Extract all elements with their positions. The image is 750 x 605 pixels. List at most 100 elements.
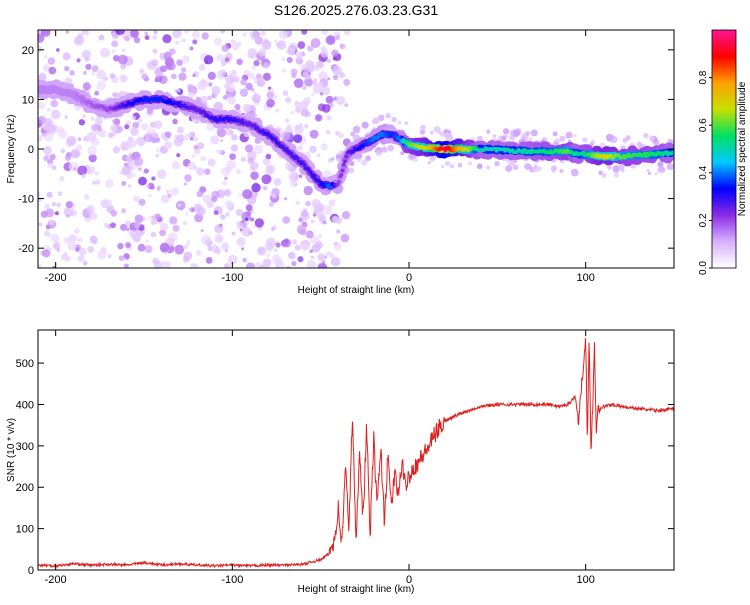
spectrogram-noise-blob	[82, 70, 87, 75]
spectrogram-noise-blob	[202, 194, 212, 204]
spectrogram-noise-blob	[317, 233, 323, 239]
spectrogram-noise-blob	[304, 77, 313, 87]
spectrogram-noise-blob	[254, 218, 264, 228]
spectrogram-noise-blob	[262, 72, 271, 81]
spectrogram-noise-blob	[222, 180, 228, 186]
spectrogram-noise-blob	[192, 73, 196, 77]
spectrogram-halo-blob	[524, 163, 531, 170]
spectrogram-noise-blob	[137, 243, 146, 252]
spectrogram-noise-blob	[205, 256, 213, 264]
spectrogram-halo-blob	[439, 131, 445, 137]
spectrogram-noise-blob	[288, 42, 298, 52]
spectrogram-noise-blob	[294, 125, 304, 135]
spectrogram-noise-blob	[343, 78, 351, 86]
spectrogram-noise-blob	[235, 208, 243, 217]
spectrogram-noise-blob	[134, 214, 144, 223]
spectrogram-noise-blob	[220, 30, 225, 34]
spectrogram-noise-blob	[302, 85, 307, 90]
snr-y-ticks: 0 100 200 300 400 500	[16, 358, 674, 577]
spectrogram-halo-blob	[373, 117, 380, 125]
spectrogram-noise-blob	[49, 154, 56, 161]
spectrogram-y-tick-label: 10	[22, 94, 34, 106]
spectrogram-noise-blob	[236, 220, 244, 228]
snr-y-tick-label: 400	[16, 399, 34, 411]
spectrogram-noise-blob	[224, 248, 229, 253]
spectrogram-noise-blob	[147, 108, 154, 115]
spectrogram-halo-blob	[400, 151, 405, 155]
spectrogram-halo-blob	[391, 116, 397, 123]
spectrogram-noise-blob	[227, 254, 238, 265]
spectrogram-noise-blob	[52, 242, 61, 250]
spectrogram-noise-blob	[317, 253, 326, 262]
spectrogram-noise-blob	[296, 224, 307, 235]
spectrogram-noise-blob	[265, 253, 270, 258]
spectrogram-ridge-point	[371, 138, 375, 143]
spectrogram-noise-blob	[207, 71, 216, 80]
spectrogram-noise-blob	[184, 174, 192, 182]
spectrogram-noise-blob	[50, 233, 60, 243]
spectrogram-noise-blob	[278, 30, 288, 40]
spectrogram-noise-blob	[305, 63, 315, 73]
spectrogram-noise-blob	[48, 219, 55, 226]
spectrogram-noise-blob	[299, 100, 309, 110]
spectrogram-noise-blob	[48, 66, 57, 75]
spectrogram-noise-blob	[109, 124, 118, 133]
snr-x-label: Height of straight line (km)	[298, 584, 415, 595]
spectrogram-noise-blob	[133, 157, 144, 167]
spectrogram-noise-blob	[46, 191, 53, 198]
spectrogram-noise-blob	[148, 215, 153, 220]
spectrogram-noise-blob	[196, 142, 203, 148]
spectrogram-x-label: Height of straight line (km)	[298, 285, 415, 296]
spectrogram-noise-blob	[231, 134, 238, 141]
spectrogram-noise-blob	[103, 222, 109, 229]
spectrogram-noise-blob	[152, 257, 160, 265]
spectrogram-noise-blob	[220, 139, 224, 143]
spectrogram-noise-blob	[200, 155, 207, 162]
spectrogram-noise-blob	[96, 80, 106, 91]
spectrogram-noise-blob	[250, 171, 259, 180]
spectrogram-noise-blob	[127, 184, 132, 188]
spectrogram-noise-blob	[87, 166, 96, 174]
spectrogram-halo-blob	[450, 164, 454, 169]
spectrogram-noise-blob	[182, 220, 188, 226]
spectrogram-noise-blob	[40, 30, 51, 37]
spectrogram-noise-blob	[143, 168, 150, 174]
spectrogram-noise-blob	[183, 251, 193, 261]
spectrogram-noise-blob	[334, 216, 342, 224]
spectrogram-ridge-point	[344, 154, 349, 159]
spectrogram-noise-blob	[295, 107, 302, 113]
spectrogram-noise-blob	[182, 38, 186, 43]
spectrogram-noise-blob	[292, 239, 298, 245]
spectrogram-halo-blob	[512, 164, 519, 171]
spectrogram-noise-blob	[264, 244, 270, 250]
snr-y-tick-label: 0	[28, 565, 34, 577]
spectrogram-noise-blob	[56, 202, 62, 208]
spectrogram-noise-blob	[113, 92, 121, 99]
spectrogram-halo-blob	[530, 129, 538, 137]
spectrogram-noise-blob	[38, 192, 41, 196]
spectrogram-noise-blob	[250, 161, 259, 171]
spectrogram-noise-blob	[69, 70, 75, 76]
spectrogram-noise-blob	[326, 58, 332, 64]
spectrogram-noise-blob	[51, 202, 56, 207]
spectrogram-noise-blob	[326, 115, 332, 121]
spectrogram-halo-blob	[486, 129, 491, 134]
spectrogram-noise-blob	[117, 242, 124, 250]
spectrogram-noise-blob	[77, 237, 83, 243]
spectrogram-noise-blob	[38, 72, 47, 82]
spectrogram-noise-blob	[43, 146, 52, 155]
spectrogram-noise-blob	[339, 43, 346, 50]
spectrogram-halo-blob	[552, 131, 558, 137]
spectrogram-noise-blob	[291, 260, 297, 267]
spectrogram-noise-blob	[298, 217, 303, 223]
spectrogram-halo-blob	[559, 169, 564, 174]
spectrogram-ridge-point	[72, 92, 77, 96]
spectrogram-noise-blob	[125, 241, 132, 249]
spectrogram-halo-blob	[612, 165, 620, 173]
spectrogram-noise-blob	[82, 260, 88, 266]
spectrogram-noise-blob	[201, 235, 212, 246]
spectrogram-noise-blob	[143, 133, 153, 143]
spectrogram-noise-blob	[38, 264, 42, 268]
spectrogram-noise-blob	[119, 74, 128, 83]
